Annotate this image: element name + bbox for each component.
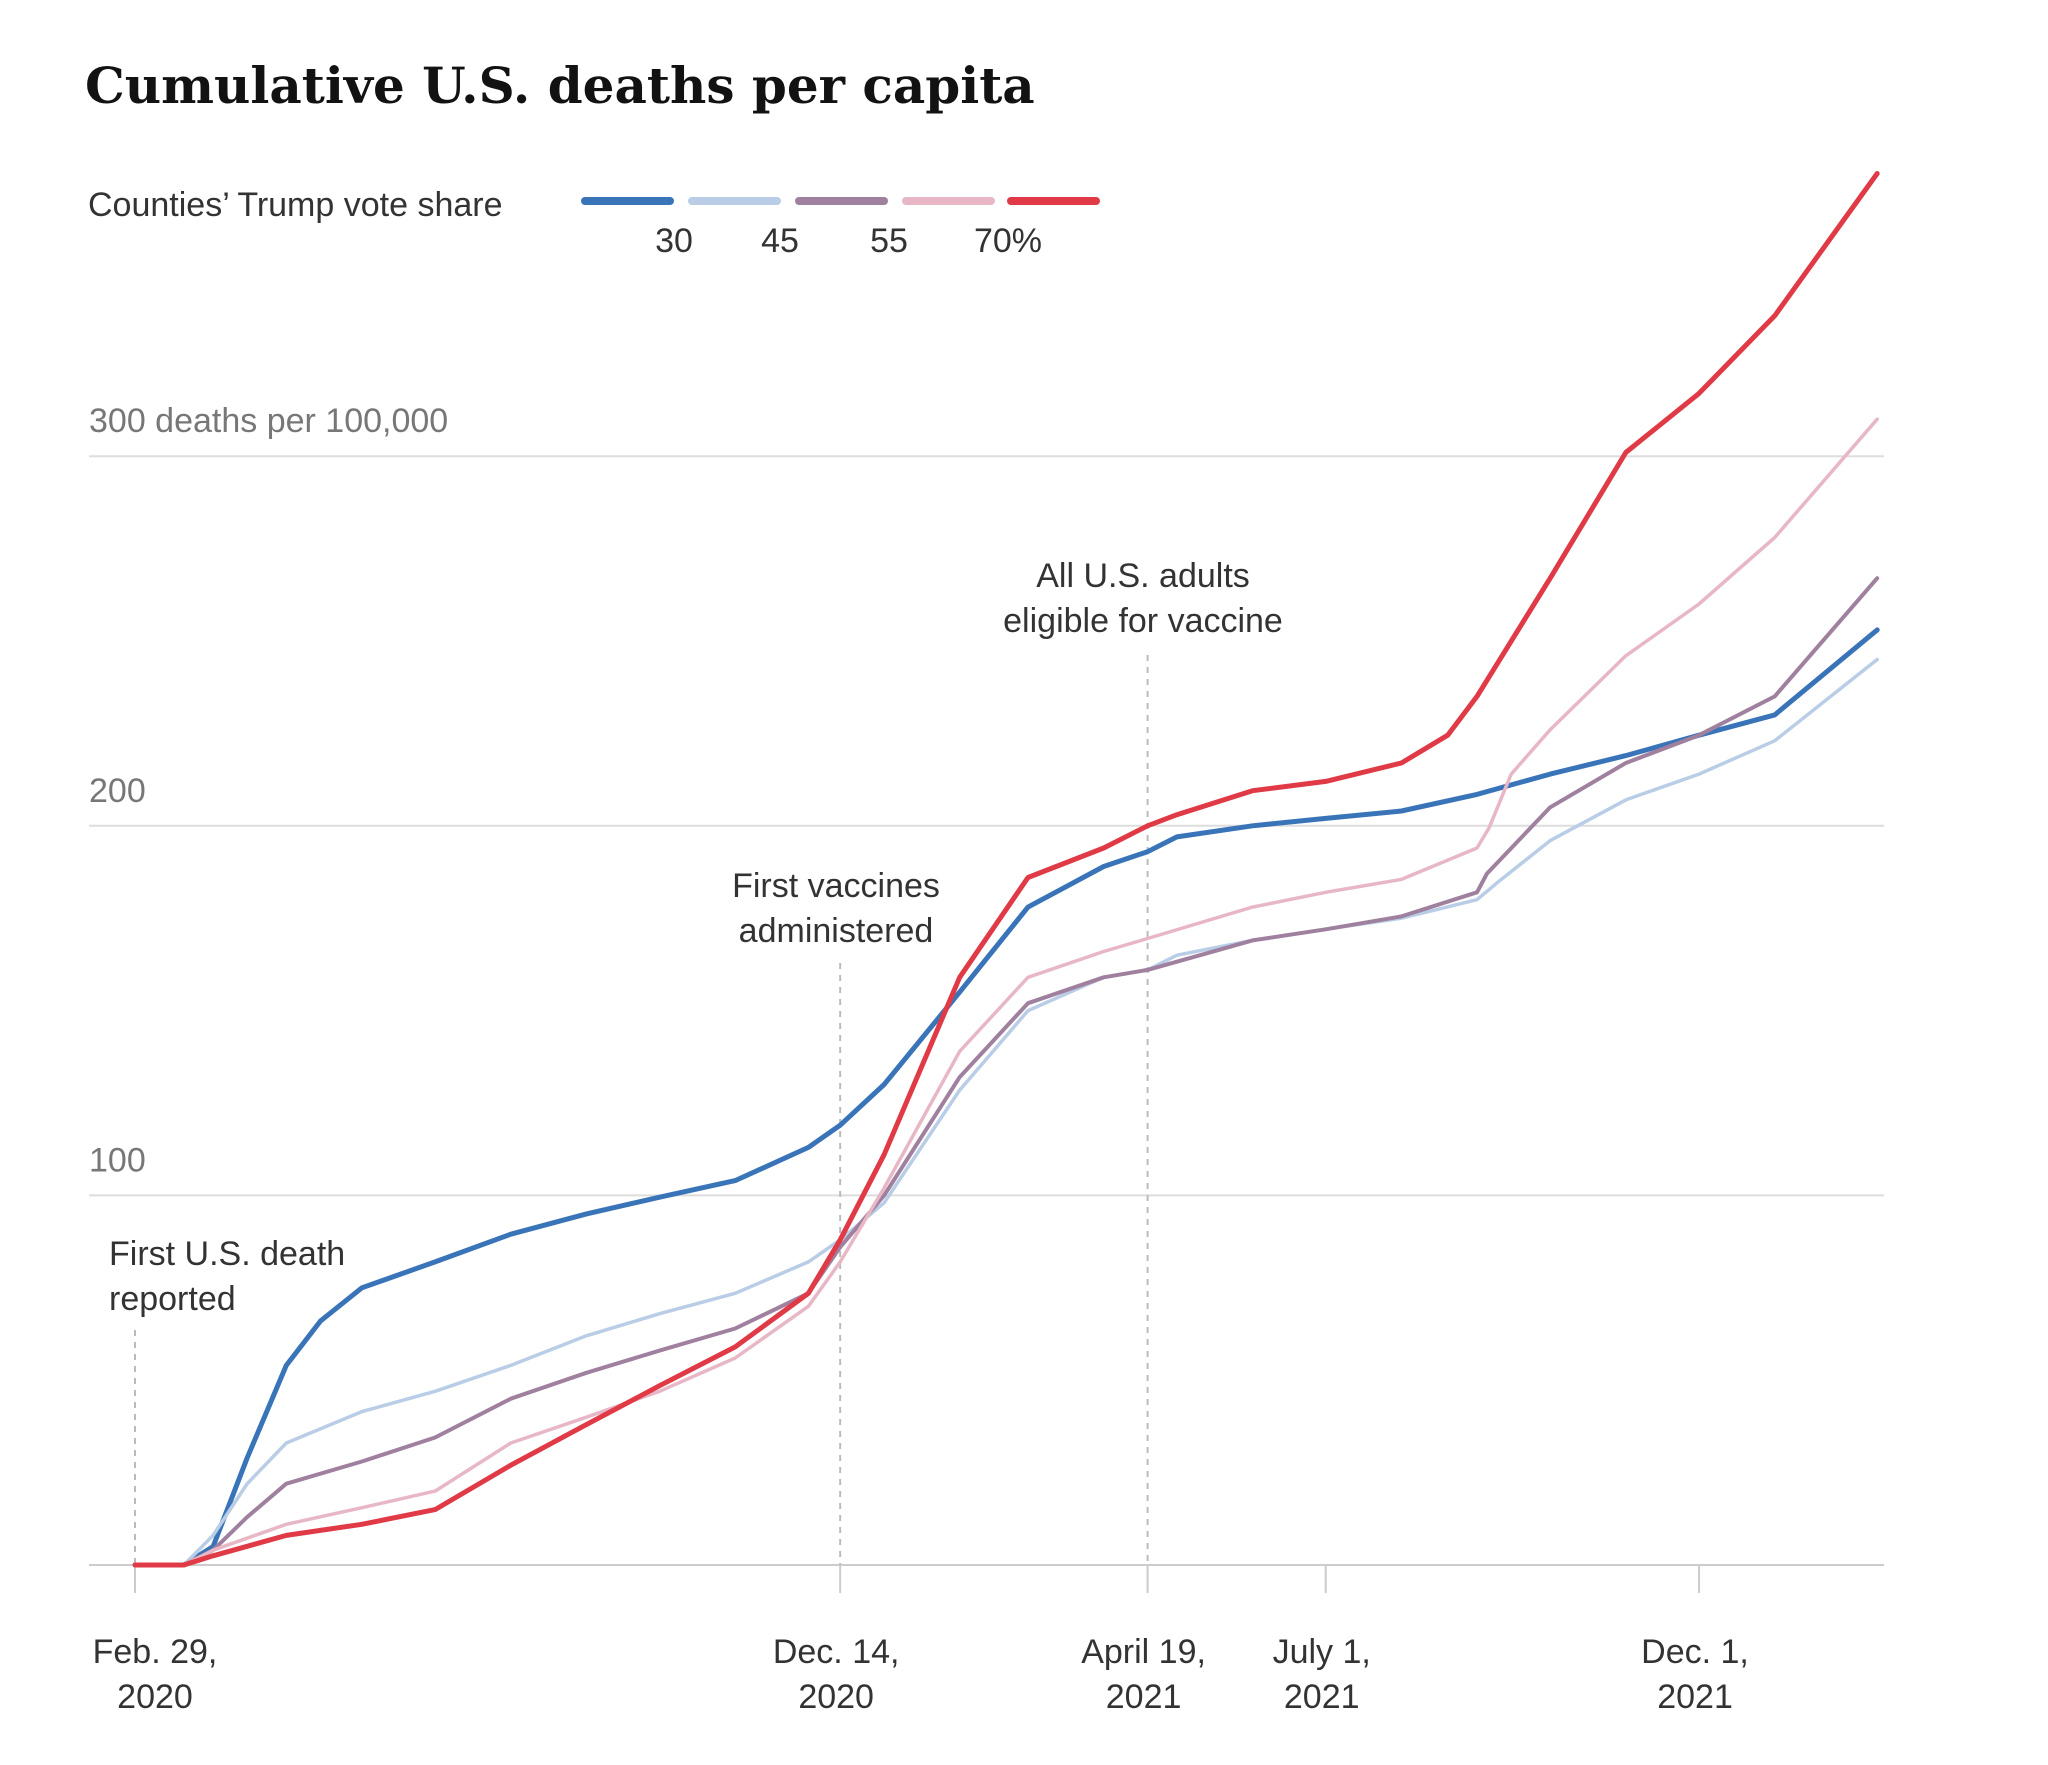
annotations: First U.S. death reported First vaccines ad… xyxy=(109,557,1283,1565)
legend-label: 30 xyxy=(655,222,693,260)
chart-title: Cumulative U.S. deaths per capita xyxy=(85,56,1035,115)
annotation-text: administered xyxy=(739,912,934,950)
legend-label: 45 xyxy=(761,222,799,260)
x-tick-label: April 19, xyxy=(1081,1633,1206,1671)
x-tick-label: Dec. 14, xyxy=(773,1633,900,1671)
x-tick-label: 2020 xyxy=(117,1678,193,1716)
series-line-5 xyxy=(132,171,1880,1568)
legend-label: 55 xyxy=(870,222,908,260)
x-tick-label: 2021 xyxy=(1657,1678,1733,1716)
y-tick-label: 200 xyxy=(89,772,146,810)
legend-title: Counties’ Trump vote share xyxy=(88,186,503,224)
x-tick-label: Dec. 1, xyxy=(1641,1633,1749,1671)
x-tick-label: 2021 xyxy=(1284,1678,1360,1716)
annotation-text: reported xyxy=(109,1280,236,1318)
series-line-4 xyxy=(133,417,1879,1567)
annotation-text: First vaccines xyxy=(732,867,940,905)
annotation-text: All U.S. adults xyxy=(1036,557,1250,595)
annotation-text: eligible for vaccine xyxy=(1003,602,1283,640)
series-line-2 xyxy=(133,657,1879,1567)
x-tick-label: Feb. 29, xyxy=(93,1633,218,1671)
series-lines xyxy=(132,171,1880,1568)
gridlines: 100 200 300 deaths per 100,000 xyxy=(89,402,1884,1566)
series-line-1 xyxy=(132,627,1880,1568)
annotation-text: First U.S. death xyxy=(109,1235,345,1273)
series-line-3 xyxy=(133,576,1880,1567)
y-tick-label: 100 xyxy=(89,1141,146,1179)
legend: 30 45 55 70% xyxy=(581,197,1100,260)
x-axis: Feb. 29, 2020 Dec. 14, 2020 April 19, 2021 Jul… xyxy=(93,1565,1749,1716)
x-tick-label: July 1, xyxy=(1273,1633,1371,1671)
x-tick-label: 2020 xyxy=(798,1678,874,1716)
x-tick-label: 2021 xyxy=(1106,1678,1182,1716)
y-tick-label: 300 deaths per 100,000 xyxy=(89,402,448,440)
legend-label: 70% xyxy=(974,222,1042,260)
